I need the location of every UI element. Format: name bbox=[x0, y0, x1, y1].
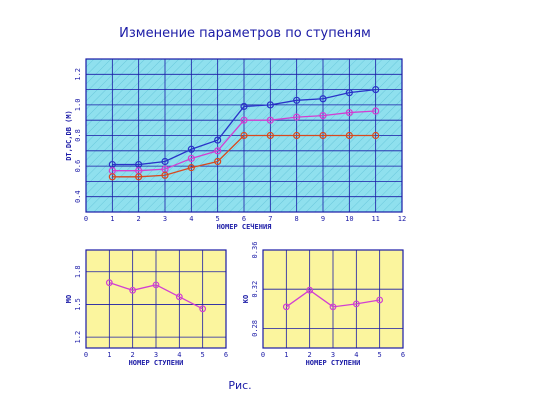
x-axis-label: НОМЕР СТУПЕНИ bbox=[306, 359, 361, 367]
x-tick-label: 1 bbox=[110, 215, 114, 223]
x-tick-label: 6 bbox=[401, 351, 405, 359]
y-tick-label: 0.32 bbox=[251, 281, 259, 298]
series-line bbox=[285, 289, 380, 308]
data-point bbox=[372, 85, 380, 94]
data-point bbox=[161, 171, 169, 179]
series-line bbox=[109, 282, 203, 310]
series-line bbox=[112, 110, 376, 172]
data-point bbox=[345, 131, 353, 140]
data-point bbox=[306, 286, 314, 294]
data-point bbox=[214, 147, 222, 155]
y-tick-label: 0.28 bbox=[251, 320, 259, 337]
plot-frame bbox=[85, 58, 403, 213]
y-axis-label: MO bbox=[65, 295, 73, 303]
x-tick-label: 4 bbox=[177, 351, 181, 359]
data-point bbox=[293, 96, 301, 104]
series-line bbox=[112, 88, 376, 166]
data-point bbox=[372, 131, 380, 140]
data-point bbox=[372, 107, 380, 115]
y-axis-label: KO bbox=[242, 295, 250, 303]
data-point bbox=[214, 157, 222, 166]
data-point bbox=[135, 173, 143, 181]
data-point bbox=[266, 131, 274, 140]
data-point bbox=[345, 108, 353, 117]
x-tick-label: 3 bbox=[331, 351, 335, 359]
x-tick-label: 6 bbox=[224, 351, 228, 359]
x-tick-label: 10 bbox=[345, 215, 353, 223]
x-tick-label: 5 bbox=[216, 215, 220, 223]
y-axis-label: DT,DC,DB (М) bbox=[65, 110, 73, 161]
x-tick-label: 8 bbox=[295, 215, 299, 223]
y-tick-label: 1.2 bbox=[74, 68, 82, 81]
data-point bbox=[152, 281, 160, 289]
ko-chart: 0 1 2 3 4 5 6 0.28 0.32 0.36 НОМЕР СТУПЕНИ KO bbox=[242, 242, 405, 367]
data-point bbox=[329, 303, 337, 311]
data-point bbox=[187, 154, 195, 163]
data-point bbox=[199, 305, 207, 313]
y-tick-label: 0.8 bbox=[74, 129, 82, 142]
data-point bbox=[129, 286, 137, 294]
x-tick-label: 0 bbox=[84, 215, 88, 223]
x-axis-label: НОМЕР СТУПЕНИ bbox=[129, 359, 184, 367]
data-point bbox=[187, 145, 195, 153]
data-point bbox=[240, 131, 248, 140]
data-point bbox=[293, 113, 301, 121]
y-tick-label: 0.36 bbox=[251, 242, 259, 259]
data-point bbox=[175, 293, 183, 301]
data-point bbox=[282, 303, 290, 311]
x-tick-label: 3 bbox=[154, 351, 158, 359]
x-tick-label: 3 bbox=[163, 215, 167, 223]
x-axis-label: НОМЕР СЕЧЕНИЯ bbox=[217, 223, 272, 231]
data-point bbox=[240, 116, 248, 124]
x-tick-label: 4 bbox=[189, 215, 193, 223]
y-tick-label: 1.8 bbox=[74, 265, 82, 278]
data-point bbox=[161, 157, 169, 166]
y-tick-label: 1.5 bbox=[74, 298, 82, 311]
data-point bbox=[240, 102, 248, 111]
series-line bbox=[112, 134, 376, 178]
data-point bbox=[352, 300, 360, 308]
y-tick-label: 1.0 bbox=[74, 99, 82, 112]
x-tick-label: 7 bbox=[268, 215, 272, 223]
data-point bbox=[266, 116, 274, 124]
data-point bbox=[108, 173, 116, 181]
y-tick-label: 0.4 bbox=[74, 190, 82, 203]
data-point bbox=[319, 112, 327, 120]
plot-frame bbox=[262, 249, 404, 349]
data-point bbox=[376, 296, 384, 304]
chart-title: Изменение параметров по ступеням bbox=[119, 26, 371, 41]
x-tick-label: 1 bbox=[284, 351, 288, 359]
x-tick-label: 5 bbox=[378, 351, 382, 359]
y-tick-label: 1.2 bbox=[74, 331, 82, 344]
x-tick-label: 4 bbox=[354, 351, 358, 359]
figure-caption: Рис. bbox=[228, 379, 251, 392]
x-tick-label: 9 bbox=[321, 215, 325, 223]
x-tick-label: 2 bbox=[137, 215, 141, 223]
x-tick-label: 12 bbox=[398, 215, 406, 223]
data-point bbox=[187, 164, 195, 172]
x-tick-label: 2 bbox=[308, 351, 312, 359]
x-tick-label: 0 bbox=[261, 351, 265, 359]
x-tick-label: 2 bbox=[131, 351, 135, 359]
data-point bbox=[345, 89, 353, 97]
data-point bbox=[266, 101, 274, 109]
mo-chart: 0 1 2 3 4 5 6 1.2 1.5 1.8 НОМЕР СТУПЕНИ MO bbox=[65, 249, 228, 367]
y-tick-label: 0.6 bbox=[74, 160, 82, 173]
x-tick-label: 6 bbox=[242, 215, 246, 223]
data-point bbox=[105, 279, 113, 287]
x-tick-label: 5 bbox=[201, 351, 205, 359]
data-point bbox=[319, 95, 327, 103]
x-tick-label: 0 bbox=[84, 351, 88, 359]
data-point bbox=[214, 136, 222, 144]
data-point bbox=[293, 131, 301, 140]
plot-frame bbox=[85, 249, 227, 349]
x-tick-label: 11 bbox=[371, 215, 379, 223]
data-point bbox=[319, 131, 327, 140]
x-tick-label: 1 bbox=[107, 351, 111, 359]
